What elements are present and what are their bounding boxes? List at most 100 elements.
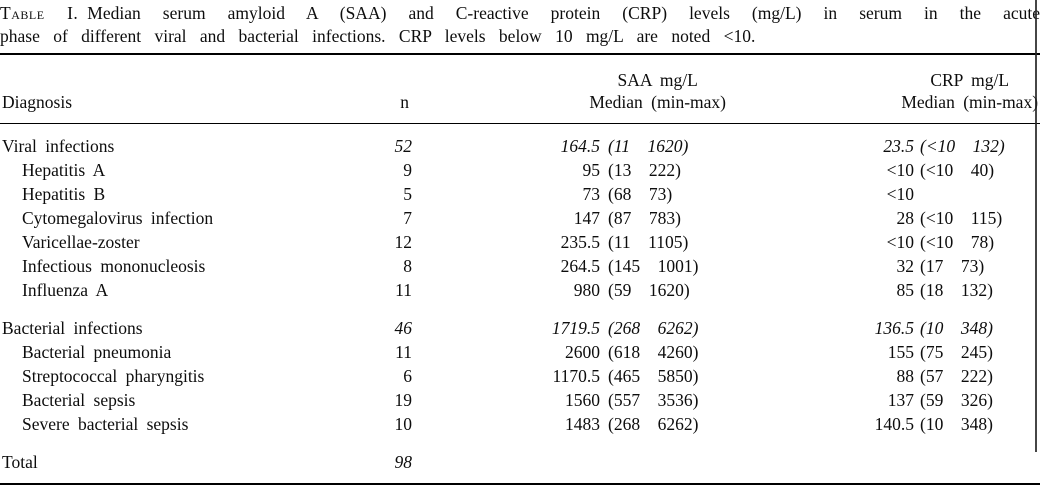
diagnosis-cell: Streptococcal pharyngitis <box>22 366 205 386</box>
crp-median-cell: 136.5 <box>874 318 915 338</box>
diagnosis-cell: Bacterial sepsis <box>22 390 136 410</box>
data-table: Diagnosis n SAA mg/L Median (min-max) CR… <box>0 53 1040 485</box>
crp-median-cell <box>750 436 914 484</box>
saa-range-cell: (59 1620) <box>608 280 690 300</box>
table-row: Bacterial infections 46 1719.5 (268 6262… <box>0 302 1040 340</box>
crp-range-cell <box>914 436 1040 484</box>
saa-range-cell <box>600 436 750 484</box>
n-cell: 11 <box>395 280 412 300</box>
table-row: Hepatitis B 5 73 (68 73) <10 <box>0 182 1040 206</box>
crp-range-cell: (59 326) <box>920 390 993 410</box>
table-row: Varicellae-zoster 12 235.5 (11 1105) <10… <box>0 230 1040 254</box>
crp-range-cell: (10 348) <box>920 318 993 338</box>
header-saa-stat: Median (min-max) <box>589 92 727 112</box>
crp-range-cell <box>914 182 1040 206</box>
table-row: Infectious mononucleosis 8 264.5 (145 10… <box>0 254 1040 278</box>
saa-median-cell: 1560 <box>565 390 600 410</box>
saa-range-cell: (11 1620) <box>608 136 689 156</box>
crp-range-cell: (18 132) <box>920 280 993 300</box>
diagnosis-cell: Varicellae-zoster <box>22 232 140 252</box>
diagnosis-cell: Viral infections <box>2 136 115 156</box>
scan-edge-artifact <box>1035 0 1037 452</box>
header-saa-block: SAA mg/L Median (min-max) <box>589 69 726 113</box>
table-row: Influenza A 11 980 (59 1620) 85 (18 132) <box>0 278 1040 302</box>
table-caption: Table I. Median serum amyloid A (SAA) and… <box>0 0 1040 53</box>
crp-median-cell: 88 <box>896 366 915 386</box>
crp-median-cell: 32 <box>896 256 915 276</box>
header-n: n <box>370 54 412 124</box>
crp-range-cell: (<10 132) <box>920 136 1005 156</box>
diagnosis-cell: Influenza A <box>22 280 109 300</box>
crp-median-cell: 28 <box>896 208 915 228</box>
n-cell: 10 <box>394 414 413 434</box>
table-row: Cytomegalovirus infection 7 147 (87 783)… <box>0 206 1040 230</box>
table-row: Streptococcal pharyngitis 6 1170.5 (465 … <box>0 364 1040 388</box>
diagnosis-cell: Hepatitis A <box>22 160 106 180</box>
saa-median-cell: 95 <box>582 160 601 180</box>
crp-range-cell: (10 348) <box>920 414 993 434</box>
saa-median-cell: 2600 <box>565 342 600 362</box>
crp-median-cell: <10 <box>886 160 915 180</box>
crp-median-cell: 137 <box>887 390 915 410</box>
diagnosis-cell: Severe bacterial sepsis <box>22 414 189 434</box>
table-row: Bacterial pneumonia 11 2600 (618 4260) 1… <box>0 340 1040 364</box>
caption-line2: phase of different viral and bacterial i… <box>0 26 756 46</box>
n-cell: 52 <box>394 136 413 156</box>
saa-median-cell: 164.5 <box>560 136 600 156</box>
table-row: Viral infections 52 164.5 (11 1620) 23.5… <box>0 124 1040 159</box>
table-row: Hepatitis A 9 95 (13 222) <10 (<10 40) <box>0 158 1040 182</box>
saa-range-cell: (268 6262) <box>608 414 699 434</box>
crp-range-cell: (<10 40) <box>920 160 995 180</box>
crp-median-cell: 85 <box>896 280 915 300</box>
crp-median-cell: 155 <box>887 342 915 362</box>
table-header: Diagnosis n SAA mg/L Median (min-max) CR… <box>0 54 1040 124</box>
saa-range-cell: (11 1105) <box>608 232 689 252</box>
table-row: Bacterial sepsis 19 1560 (557 3536) 137 … <box>0 388 1040 412</box>
saa-range-cell: (268 6262) <box>608 318 699 338</box>
header-crp-group: CRP mg/L Median (min-max) <box>750 54 1040 124</box>
header-crp-block: CRP mg/L Median (min-max) <box>901 69 1038 113</box>
n-cell: 8 <box>403 256 412 276</box>
crp-median-cell: 23.5 <box>883 136 915 156</box>
crp-range-cell: (<10 115) <box>920 208 1003 228</box>
diagnosis-cell: Bacterial pneumonia <box>22 342 172 362</box>
diagnosis-cell: Total <box>2 452 38 472</box>
crp-range-cell: (75 245) <box>920 342 993 362</box>
table-row: Total 98 <box>0 436 1040 484</box>
n-cell: 7 <box>403 208 412 228</box>
saa-median-cell: 1170.5 <box>552 366 600 386</box>
header-saa-group: SAA mg/L Median (min-max) <box>412 54 751 124</box>
saa-median-cell: 1719.5 <box>551 318 600 338</box>
saa-range-cell: (557 3536) <box>608 390 699 410</box>
caption-line1: Table I. Median serum amyloid A (SAA) and… <box>0 2 1040 25</box>
table-body: Viral infections 52 164.5 (11 1620) 23.5… <box>0 124 1040 485</box>
saa-median-cell: 980 <box>573 280 600 300</box>
crp-range-cell: (<10 78) <box>920 232 995 252</box>
header-row: Diagnosis n SAA mg/L Median (min-max) CR… <box>0 54 1040 124</box>
saa-median-cell <box>412 436 600 484</box>
diagnosis-cell: Cytomegalovirus infection <box>22 208 214 228</box>
caption-text: Median serum amyloid A (SAA) and C-react… <box>87 3 1040 23</box>
saa-range-cell: (13 222) <box>608 160 681 180</box>
crp-range-cell: (57 222) <box>920 366 993 386</box>
n-cell: 19 <box>394 390 413 410</box>
n-cell: 6 <box>403 366 412 386</box>
saa-range-cell: (145 1001) <box>608 256 699 276</box>
crp-median-cell: <10 <box>886 184 915 204</box>
n-cell: 11 <box>395 342 412 362</box>
n-cell: 46 <box>394 318 413 338</box>
diagnosis-cell: Bacterial infections <box>2 318 143 338</box>
crp-range-cell: (17 73) <box>920 256 985 276</box>
caption-table-number: Table I. <box>0 3 79 23</box>
diagnosis-cell: Hepatitis B <box>22 184 106 204</box>
saa-median-cell: 235.5 <box>560 232 600 252</box>
diagnosis-cell: Infectious mononucleosis <box>22 256 206 276</box>
saa-range-cell: (68 73) <box>608 184 673 204</box>
header-diagnosis: Diagnosis <box>0 54 370 124</box>
saa-range-cell: (87 783) <box>608 208 681 228</box>
saa-median-cell: 73 <box>582 184 601 204</box>
header-saa-unit: SAA mg/L <box>617 70 698 90</box>
saa-median-cell: 1483 <box>565 414 600 434</box>
n-cell: 9 <box>403 160 412 180</box>
table-row: Severe bacterial sepsis 10 1483 (268 626… <box>0 412 1040 436</box>
